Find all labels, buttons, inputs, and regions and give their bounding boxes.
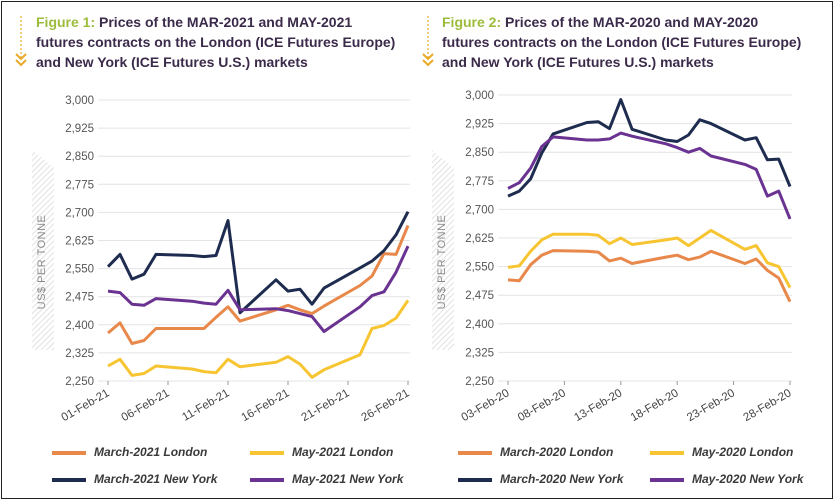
- figure-1-title: Figure 1: Prices of the MAR-2021 and MAY…: [36, 12, 398, 72]
- x-tick-label: 03-Feb-20: [460, 387, 512, 424]
- y-tick-label: 3,000: [465, 90, 494, 102]
- y-tick-label: 2,400: [65, 320, 94, 332]
- y-axis-label: US$ PER TONNE: [436, 215, 448, 310]
- y-tick-label: 2,700: [465, 204, 494, 216]
- figure-1-chart: US$ PER TONNE 3,000 2,925 2,850 2,775 2,700 2,…: [32, 95, 412, 424]
- figure-2-title-text: Prices of the MAR-2020 and MAY-2020 futu…: [442, 14, 802, 70]
- series-line-march-2021-london: [107, 224, 410, 345]
- legend-item-may-2021-new-york: May-2021 New York: [250, 472, 403, 486]
- y-tick-label: 2,850: [465, 147, 494, 159]
- y-tick-label: 2,475: [65, 292, 94, 304]
- chevron-down-icon: [422, 16, 434, 67]
- y-tick-label: 2,775: [465, 176, 494, 188]
- y-tick-label: 2,625: [65, 236, 94, 248]
- legend-item-march-2021-new-york: March-2021 New York: [52, 472, 217, 486]
- x-tick-label: 18-Feb-20: [629, 387, 681, 424]
- y-tick-label: 2,400: [465, 319, 494, 331]
- hatched-band: [32, 150, 54, 350]
- legend-swatch: [250, 450, 284, 455]
- legend-swatch: [52, 477, 86, 482]
- y-tick-label: 2,250: [65, 376, 94, 388]
- y-tick-label: 2,550: [65, 264, 94, 276]
- chevron-down-icon: [15, 16, 27, 67]
- figure-2-title: Figure 2: Prices of the MAR-2020 and MAY…: [442, 12, 804, 72]
- series-line-march-2021-new-york: [106, 211, 410, 315]
- series-line-may-2021-new-york: [107, 245, 410, 333]
- y-tick-label: 2,850: [65, 151, 94, 163]
- series-line-march-2020-london: [507, 249, 792, 303]
- legend-item-march-2021-london: March-2021 London: [52, 445, 207, 459]
- legend-swatch: [458, 477, 492, 482]
- figure-2-label: Figure 2:: [442, 14, 502, 30]
- x-tick-label: 13-Feb-20: [572, 387, 624, 424]
- legend-swatch: [650, 477, 684, 482]
- legend-item-may-2020-london: May-2020 London: [650, 445, 793, 459]
- y-tick-label: 2,700: [65, 207, 94, 219]
- y-tick-label: 3,000: [65, 95, 94, 107]
- y-tick-label: 2,475: [465, 290, 494, 302]
- legend-item-may-2020-new-york: May-2020 New York: [650, 472, 803, 486]
- series-line-may-2020-london: [507, 228, 792, 289]
- series-line-march-2020-new-york: [507, 98, 792, 198]
- legend-item-march-2020-new-york: March-2020 New York: [458, 472, 623, 486]
- y-tick-label: 2,250: [465, 376, 494, 388]
- legend-swatch: [52, 450, 86, 455]
- y-tick-label: 2,925: [65, 123, 94, 135]
- x-tick-label: 28-Feb-20: [742, 387, 794, 424]
- x-tick-label: 23-Feb-20: [685, 387, 737, 424]
- x-tick-label: 08-Feb-20: [516, 387, 568, 424]
- y-tick-label: 2,775: [65, 179, 94, 191]
- y-axis-label: US$ PER TONNE: [36, 215, 48, 310]
- y-tick-label: 2,925: [465, 119, 494, 131]
- legend-item-may-2021-london: May-2021 London: [250, 445, 393, 459]
- y-tick-label: 2,325: [65, 348, 94, 360]
- legend-swatch: [650, 450, 684, 455]
- legend-swatch: [458, 450, 492, 455]
- legend-item-march-2020-london: March-2020 London: [458, 445, 613, 459]
- series-line-may-2020-new-york: [507, 131, 792, 220]
- legend-swatch: [250, 477, 284, 482]
- figure-1-title-text: Prices of the MAR-2021 and MAY-2021 futu…: [36, 14, 396, 70]
- figure-1-label: Figure 1:: [36, 14, 96, 30]
- y-tick-label: 2,325: [465, 347, 494, 359]
- y-tick-label: 2,625: [465, 233, 494, 245]
- hatched-band: [432, 150, 454, 350]
- y-tick-label: 2,550: [465, 262, 494, 274]
- series-line-may-2021-london: [107, 299, 410, 379]
